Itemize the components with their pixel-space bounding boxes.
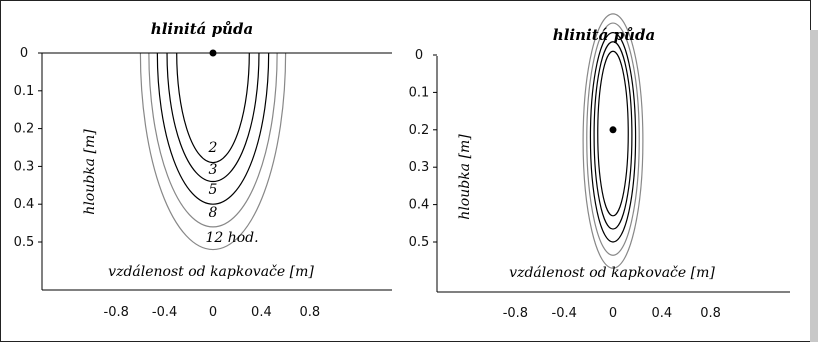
x-tick-label: -0.4 <box>552 306 577 321</box>
y-tick-label: 0.1 <box>14 84 35 99</box>
contour-line <box>589 32 637 243</box>
x-tick-label: 0.4 <box>651 306 672 321</box>
x-tick-label: -0.8 <box>503 306 528 321</box>
x-tick-label: -0.8 <box>104 305 129 320</box>
y-tick-label: 0.5 <box>14 235 35 250</box>
contour-label-3: 3 <box>209 162 218 178</box>
chart-right: 0 0.1 0.2 0.3 0.4 0.5 -0.8 -0.4 0 0.4 0.8 hlinitá… <box>409 13 790 321</box>
y-ticks-right: 0 0.1 0.2 0.3 0.4 0.5 <box>409 48 437 250</box>
contour-line <box>156 52 270 205</box>
y-tick-label: 0.1 <box>409 85 430 100</box>
window-edge <box>810 30 818 342</box>
x-tick-label: 0.8 <box>700 306 721 321</box>
x-axis-label-left: vzdálenost od kapkovače [m] <box>108 264 314 280</box>
y-tick-label: 0.4 <box>14 197 35 212</box>
dripper-point-right <box>609 126 617 134</box>
y-tick-label: 0 <box>415 48 423 63</box>
chart-title-right: hlinitá půda <box>553 26 655 44</box>
contour-lines-right <box>582 13 644 269</box>
contour-line <box>597 50 629 217</box>
y-tick-label: 0 <box>20 46 28 61</box>
contour-line <box>593 41 633 230</box>
contour-line <box>582 13 644 269</box>
contour-label-12: 12 hod. <box>205 230 258 246</box>
y-ticks-left: 0 0.1 0.2 0.3 0.4 0.5 <box>14 46 42 250</box>
x-tick-label: 0 <box>609 306 617 321</box>
chart-left: 0 0.1 0.2 0.3 0.4 0.5 -0.8 -0.4 0 0.4 0.8 hlinitá… <box>14 20 392 320</box>
x-ticks-right: -0.8 -0.4 0 0.4 0.8 <box>503 306 721 321</box>
x-axis-label-right: vzdálenost od kapkovače [m] <box>509 265 715 281</box>
contour-line <box>176 52 250 164</box>
x-tick-label: 0.4 <box>251 305 272 320</box>
y-tick-label: 0.3 <box>14 159 35 174</box>
chart-title-left: hlinitá půda <box>151 20 253 38</box>
contour-line <box>148 52 278 228</box>
y-tick-label: 0.3 <box>409 160 430 175</box>
y-axis-label-right: hloubka [m] <box>457 134 473 220</box>
contour-label-8: 8 <box>209 205 218 221</box>
x-ticks-left: -0.8 -0.4 0 0.4 0.8 <box>104 305 321 320</box>
y-axis-label-left: hloubka [m] <box>82 129 98 215</box>
contour-lines-left <box>139 52 287 251</box>
contour-line <box>166 52 260 183</box>
y-tick-label: 0.2 <box>14 122 35 137</box>
contour-line <box>139 52 287 251</box>
y-tick-label: 0.4 <box>409 198 430 213</box>
contour-label-5: 5 <box>209 182 218 198</box>
dripper-point-left <box>209 49 217 57</box>
x-tick-label: 0 <box>209 305 217 320</box>
x-tick-label: 0.8 <box>299 305 320 320</box>
contour-label-2: 2 <box>208 140 218 156</box>
contour-line <box>586 22 640 256</box>
y-tick-label: 0.2 <box>409 123 430 138</box>
y-tick-label: 0.5 <box>409 235 430 250</box>
contour-labels-left: 2 3 5 8 12 hod. <box>205 140 258 246</box>
x-tick-label: -0.4 <box>152 305 177 320</box>
